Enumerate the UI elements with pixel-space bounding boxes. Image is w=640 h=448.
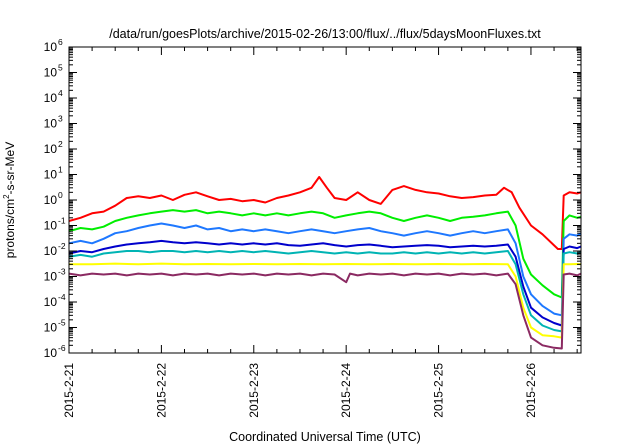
y-tick-label: 10 [44, 66, 58, 80]
y-tick-mantissa: 10 [44, 91, 58, 105]
series-line-2 [68, 209, 582, 299]
y-tick-mantissa: 10 [44, 66, 58, 80]
chart-title: /data/run/goesPlots/archive/2015-02-26/1… [109, 27, 541, 41]
y-tick-label: 10 [44, 270, 58, 284]
y-tick-mantissa: 10 [44, 193, 58, 207]
y-tick-mantissa: 10 [44, 295, 58, 309]
x-tick-label: 2015-2-25 [432, 363, 446, 418]
y-tick-label: 10 [44, 117, 58, 131]
y-axis: 10 -610 -510 -410 -310 -210 -110 010 110 210 310 41… [44, 37, 581, 360]
y-tick-label: 10 [44, 219, 58, 233]
y-tick-mantissa: 10 [44, 40, 58, 54]
series-line-1 [68, 176, 582, 250]
series-line-5 [68, 250, 582, 333]
y-tick-exponent: -2 [58, 241, 66, 251]
y-tick-mantissa: 10 [44, 244, 58, 258]
y-tick-exponent: 3 [58, 114, 63, 124]
y-tick-exponent: 0 [58, 190, 63, 200]
series-line-6 [69, 262, 582, 339]
y-tick-label: 10 [44, 321, 58, 335]
y-tick-mantissa: 10 [44, 346, 58, 360]
y-tick-mantissa: 10 [44, 219, 58, 233]
series-line-3 [68, 222, 582, 317]
y-tick-exponent: -5 [58, 318, 66, 328]
y-axis-label-main: protons/cm [3, 199, 17, 258]
y-axis-label-rest: -s-sr-MeV [3, 142, 17, 195]
y-tick-exponent: 1 [58, 165, 63, 175]
x-tick-label: 2015-2-21 [62, 363, 76, 418]
x-tick-label: 2015-2-26 [524, 363, 538, 418]
y-tick-label: 10 [44, 91, 58, 105]
x-axis: 2015-2-21 2015-2-22 2015-2-23 2015-2-24 2015… [62, 47, 578, 418]
y-tick-exponent: -3 [58, 267, 66, 277]
x-axis-label: Coordinated Universal Time (UTC) [229, 430, 421, 444]
x-tick-label: 2015-2-22 [154, 363, 168, 418]
y-tick-label: 10 [44, 295, 58, 309]
y-tick-mantissa: 10 [44, 168, 58, 182]
y-tick-label: 10 [44, 142, 58, 156]
y-tick-label: 10 [44, 193, 58, 207]
y-tick-exponent: 6 [58, 37, 63, 47]
y-axis-label: protons/cm2-s-sr-MeV [2, 142, 17, 258]
y-tick-exponent: -1 [58, 216, 66, 226]
y-tick-label: 10 [44, 346, 58, 360]
series-layer [68, 176, 582, 350]
y-tick-label: 10 [44, 168, 58, 182]
y-tick-exponent: -4 [58, 292, 66, 302]
y-tick-mantissa: 10 [44, 142, 58, 156]
series-line-4 [68, 239, 582, 327]
y-tick-mantissa: 10 [44, 117, 58, 131]
y-tick-exponent: 5 [58, 63, 63, 73]
y-tick-label: 10 [44, 40, 58, 54]
x-tick-label: 2015-2-23 [247, 363, 261, 418]
y-tick-exponent: 2 [58, 139, 63, 149]
y-tick-exponent: 4 [58, 88, 63, 98]
series-line-7 [68, 272, 582, 350]
y-tick-exponent: -6 [58, 343, 66, 353]
y-tick-mantissa: 10 [44, 321, 58, 335]
x-tick-label: 2015-2-24 [339, 363, 353, 418]
y-axis-label-sup: 2 [2, 194, 11, 199]
y-tick-label: 10 [44, 244, 58, 258]
y-tick-mantissa: 10 [44, 270, 58, 284]
